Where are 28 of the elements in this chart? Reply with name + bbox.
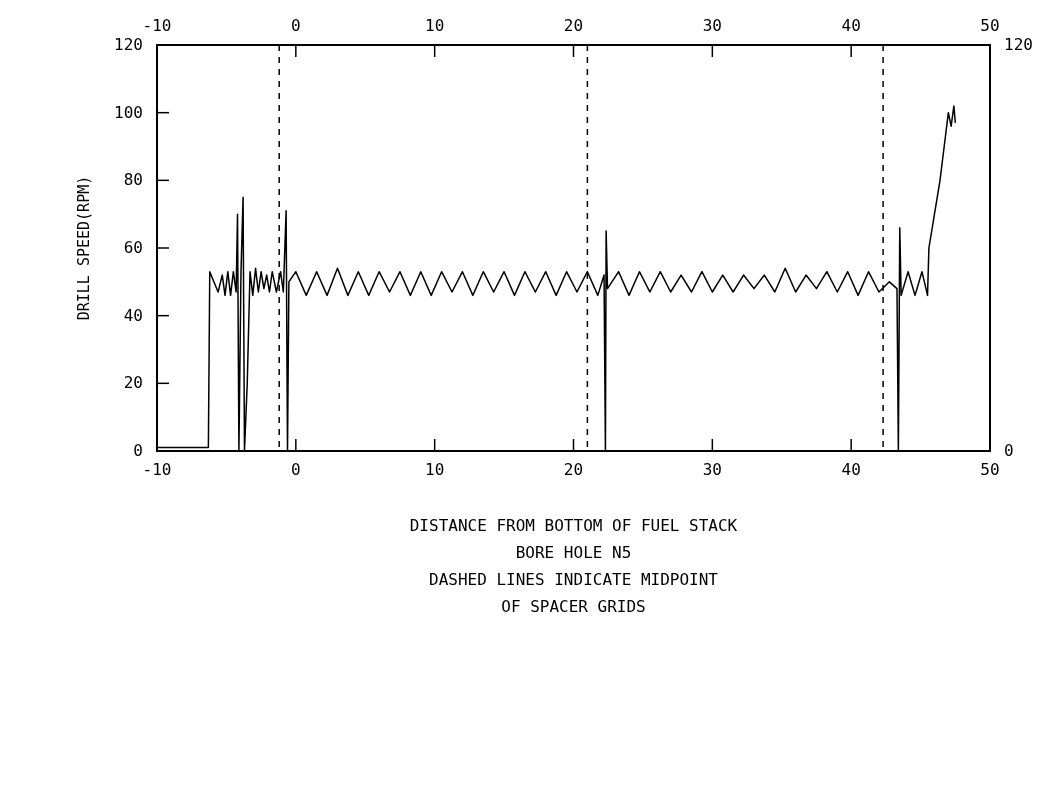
y2-tick-label: 0	[1004, 441, 1014, 460]
x-tick-label: -10	[142, 460, 172, 479]
x2-tick-label: 50	[980, 16, 1000, 35]
x-tick-label: 30	[702, 460, 722, 479]
y-axis-title: DRILL SPEED(RPM)	[75, 175, 93, 321]
y-tick-label: 0	[133, 441, 143, 460]
y-tick-label: 100	[114, 102, 143, 122]
text: DASHED LINES INDICATE MIDPOINT	[429, 570, 719, 589]
x2-tick-label: 0	[291, 16, 301, 35]
y-tick-label: 20	[123, 373, 143, 393]
y-tick-label: 60	[123, 238, 143, 257]
y-tick-label: 40	[123, 305, 143, 325]
y-tick-label: 80	[123, 170, 143, 190]
x2-tick-label: 40	[841, 16, 861, 35]
text: BORE HOLE N5	[515, 543, 632, 562]
x2-tick-label: 10	[425, 16, 445, 35]
x2-tick-label: 20	[563, 16, 584, 35]
x-axis-title: DISTANCE FROM BOTTOM OF FUEL STACK	[409, 516, 738, 535]
y-tick-label: 120	[114, 35, 143, 54]
x2-tick-label: -10	[142, 16, 172, 35]
y2-tick-label: 120	[1004, 35, 1033, 54]
x-tick-label: 10	[425, 460, 445, 479]
text: OF SPACER GRIDS	[501, 597, 646, 616]
x-tick-label: 20	[563, 460, 584, 479]
x2-tick-label: 30	[702, 16, 722, 35]
x-tick-label: 50	[980, 460, 1000, 479]
x-tick-label: 40	[841, 460, 861, 479]
x-tick-label: 0	[291, 460, 301, 479]
